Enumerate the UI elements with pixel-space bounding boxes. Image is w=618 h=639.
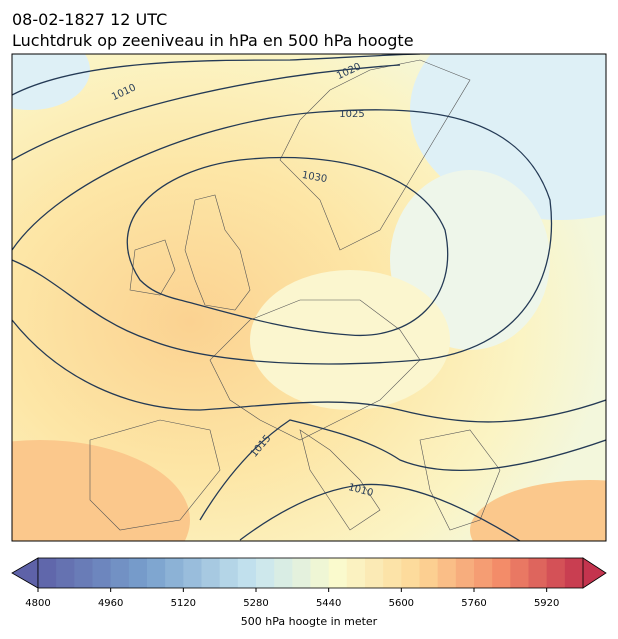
- colorbar-band: [474, 558, 493, 588]
- colorbar-label: 500 hPa hoogte in meter: [241, 615, 378, 628]
- colorbar-band: [128, 558, 148, 588]
- colorbar-extend-high: [582, 557, 607, 589]
- contour-label: 1030: [301, 170, 328, 185]
- colorbar-band: [165, 558, 184, 588]
- colorbar-band: [38, 558, 57, 588]
- colorbar-band: [546, 558, 566, 588]
- colorbar-band: [74, 558, 93, 588]
- colorbar-tick-label: 5920: [534, 598, 559, 609]
- colorbar-band: [419, 558, 439, 588]
- colorbar-tick-label: 5280: [243, 598, 268, 609]
- colorbar-band: [147, 558, 166, 588]
- colorbar-tick-label: 5120: [171, 598, 196, 609]
- colorbar-tick-label: 5760: [461, 598, 486, 609]
- colorbar-band: [92, 558, 112, 588]
- colorbar-band: [201, 558, 221, 588]
- colorbar-band: [510, 558, 529, 588]
- coastlines: [89, 59, 501, 531]
- colorbar-band: [564, 558, 584, 588]
- colorbar-band: [492, 558, 511, 588]
- colorbar-frame: [37, 557, 584, 589]
- shading: [250, 270, 450, 410]
- colorbar-band: [183, 558, 202, 588]
- colorbar-band: [310, 558, 330, 588]
- colorbar-tick-label: 5440: [316, 598, 341, 609]
- colorbar-band: [328, 558, 348, 588]
- colorbar-band: [346, 558, 366, 588]
- colorbar-band: [237, 558, 257, 588]
- colorbar-tick-label: 5600: [389, 598, 414, 609]
- colorbar-extend-low: [11, 557, 39, 589]
- map: 1010 1020 1025 1030 1015 1010: [12, 54, 606, 541]
- colorbar-band: [401, 558, 420, 588]
- shading: [12, 440, 190, 541]
- colorbar-band: [437, 558, 457, 588]
- colorbar-band: [292, 558, 311, 588]
- colorbar-band: [274, 558, 293, 588]
- colorbar-band: [528, 558, 548, 588]
- colorbar-band: [256, 558, 275, 588]
- colorbar-band: [110, 558, 130, 588]
- shading: [470, 480, 606, 541]
- contour-label: 1025: [339, 109, 364, 120]
- title: 08-02-1827 12 UTC: [12, 10, 167, 29]
- colorbar: 4800 4960 5120 5280 5440 5600 5760 5920: [11, 557, 607, 609]
- map-frame: [11, 53, 607, 542]
- colorbar-band: [219, 558, 239, 588]
- colorbar-tick-label: 4800: [25, 598, 50, 609]
- subtitle: Luchtdruk op zeeniveau in hPa en 500 hPa…: [12, 31, 414, 50]
- shading: [12, 54, 90, 110]
- colorbar-tick-label: 4960: [98, 598, 123, 609]
- colorbar-band: [365, 558, 384, 588]
- colorbar-band: [383, 558, 402, 588]
- isobars: [12, 54, 606, 541]
- colorbar-band: [455, 558, 475, 588]
- colorbar-band: [56, 558, 75, 588]
